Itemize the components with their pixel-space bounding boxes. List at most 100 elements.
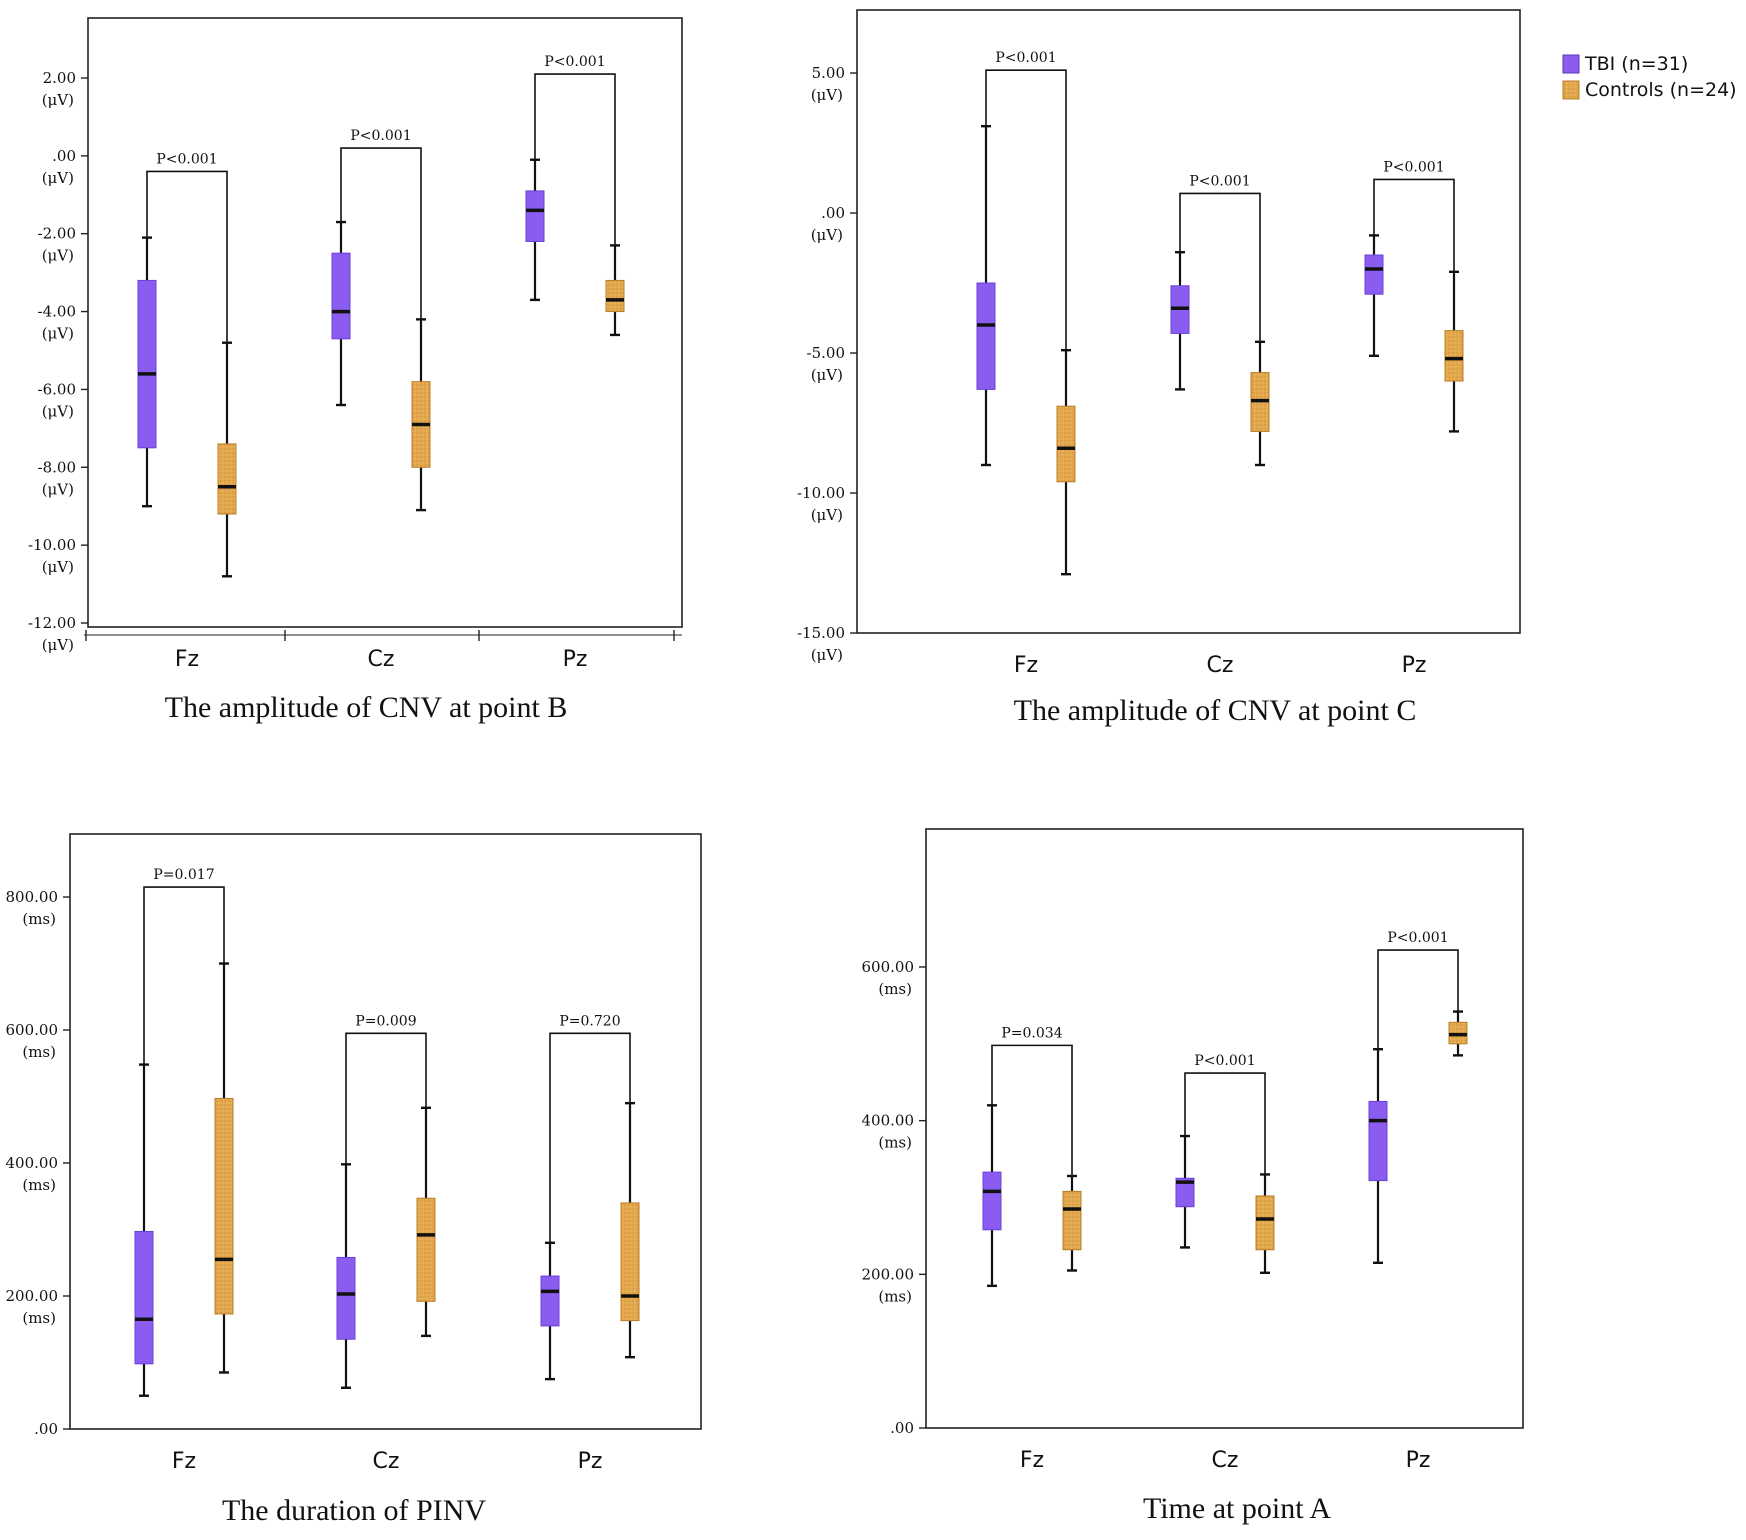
y-tick-label: .00 — [890, 1419, 914, 1437]
box-tbi — [331, 252, 351, 340]
box-controls — [416, 1197, 436, 1302]
category-label: Cz — [368, 647, 395, 672]
category-label: Pz — [1406, 1448, 1431, 1473]
y-tick-unit: (ms) — [22, 1043, 56, 1061]
y-tick-unit: (μV) — [811, 226, 843, 244]
y-tick-label: 400.00 — [6, 1154, 59, 1172]
plot-frame — [87, 17, 683, 628]
y-tick-unit: (μV) — [42, 480, 74, 498]
category-label: Pz — [1402, 653, 1427, 678]
y-tick-unit: (ms) — [22, 1176, 56, 1194]
p-value-label: P=0.017 — [153, 867, 214, 883]
y-tick-unit: (ms) — [878, 1287, 912, 1305]
box-tbi — [336, 1256, 356, 1340]
p-value-label: P<0.001 — [1194, 1053, 1255, 1069]
y-tick-unit: (μV) — [811, 646, 843, 664]
box-tbi — [976, 282, 996, 390]
significance-bracket — [534, 73, 616, 246]
box-tbi — [134, 1230, 154, 1365]
category-label: Pz — [563, 647, 588, 672]
significance-bracket — [340, 147, 422, 320]
panel-title: The duration of PINV — [222, 1494, 486, 1527]
y-tick-label: -10.00 — [28, 536, 76, 554]
legend-swatch-tbi — [1562, 54, 1580, 74]
category-label: Fz — [175, 647, 199, 672]
y-tick-label: -6.00 — [38, 380, 76, 398]
y-tick-label: -8.00 — [38, 458, 76, 476]
significance-bracket — [1184, 1072, 1266, 1175]
category-label: Fz — [1014, 653, 1038, 678]
p-value-label: P=0.009 — [355, 1013, 416, 1029]
y-tick-unit: (μV) — [42, 558, 74, 576]
significance-bracket — [1179, 192, 1261, 342]
y-tick-unit: (μV) — [42, 91, 74, 109]
box-controls — [1056, 405, 1076, 483]
box-tbi — [1175, 1177, 1195, 1208]
y-tick-label: .00 — [52, 147, 76, 165]
significance-bracket — [991, 1044, 1073, 1176]
p-value-label: P<0.001 — [1383, 159, 1444, 175]
box-controls — [217, 443, 237, 515]
legend-swatch-controls — [1562, 80, 1580, 100]
y-tick-unit: (μV) — [42, 169, 74, 187]
significance-bracket — [345, 1032, 427, 1165]
plot-frame — [925, 828, 1524, 1429]
significance-bracket — [1377, 949, 1459, 1050]
p-value-label: P=0.720 — [559, 1013, 620, 1029]
y-tick-unit: (μV) — [811, 506, 843, 524]
box-controls — [1062, 1190, 1082, 1251]
plot-frame — [856, 9, 1521, 634]
significance-bracket — [146, 170, 228, 343]
p-value-label: P<0.001 — [995, 50, 1056, 66]
p-value-label: P<0.001 — [544, 54, 605, 70]
y-tick-label: .00 — [821, 204, 845, 222]
p-value-label: P<0.001 — [1189, 173, 1250, 189]
y-tick-label: 200.00 — [862, 1265, 915, 1283]
box-tbi — [525, 190, 545, 242]
significance-bracket — [143, 886, 225, 1065]
legend: TBI (n=31) Controls (n=24) — [1562, 53, 1737, 101]
y-tick-unit: (ms) — [22, 1309, 56, 1327]
p-value-label: P<0.001 — [156, 151, 217, 167]
legend-label-tbi: TBI (n=31) — [1584, 53, 1688, 75]
category-label: Pz — [578, 1449, 603, 1474]
y-tick-label: 600.00 — [862, 958, 915, 976]
p-value-label: P<0.001 — [1387, 930, 1448, 946]
y-tick-label: -2.00 — [38, 225, 76, 243]
panel-pinv-duration: 800.00 (ms) 600.00 (ms) 400.00 (ms) 200.00 (ms)… — [6, 833, 702, 1527]
panel-time-point-a: 600.00 (ms) 400.00 (ms) 200.00 (ms) .00 Fz Cz Pz T… — [862, 828, 1524, 1525]
box-tbi — [540, 1275, 560, 1327]
y-tick-unit: (ms) — [22, 910, 56, 928]
panel-title: Time at point A — [1143, 1492, 1331, 1525]
box-tbi — [137, 279, 157, 449]
significance-bracket — [1373, 178, 1455, 272]
y-tick-label: 400.00 — [862, 1112, 915, 1130]
panel-cnv-point-b: 2.00 (μV) .00 (μV) -2.00 (μV) -4.00 (μV) -6.00 (μ… — [28, 17, 683, 724]
y-tick-unit: (ms) — [878, 1134, 912, 1152]
y-tick-unit: (μV) — [42, 402, 74, 420]
category-label: Fz — [1020, 1448, 1044, 1473]
y-tick-label: 200.00 — [6, 1287, 59, 1305]
p-value-label: P<0.001 — [350, 128, 411, 144]
y-tick-unit: (μV) — [42, 247, 74, 265]
legend-label-controls: Controls (n=24) — [1585, 79, 1737, 101]
p-value-label: P=0.034 — [1001, 1025, 1062, 1041]
category-label: Cz — [1212, 1448, 1239, 1473]
box-controls — [214, 1097, 234, 1315]
y-tick-label: -15.00 — [797, 624, 845, 642]
box-tbi — [1364, 254, 1384, 295]
y-tick-label: -4.00 — [38, 303, 76, 321]
significance-bracket — [549, 1032, 631, 1243]
panel-title: The amplitude of CNV at point B — [165, 691, 568, 724]
significance-bracket — [985, 69, 1067, 351]
panel-cnv-point-c: 5.00 (μV) .00 (μV) -5.00 (μV) -10.00 (μV) -15.00… — [797, 9, 1521, 727]
y-tick-unit: (μV) — [42, 325, 74, 343]
panel-title: The amplitude of CNV at point C — [1014, 694, 1417, 727]
category-label: Cz — [373, 1449, 400, 1474]
box-tbi — [982, 1171, 1002, 1231]
y-tick-unit: (μV) — [811, 86, 843, 104]
box-tbi — [1368, 1100, 1388, 1182]
y-tick-label: 600.00 — [6, 1021, 59, 1039]
y-tick-label: 800.00 — [6, 888, 59, 906]
y-tick-label: -12.00 — [28, 614, 76, 632]
